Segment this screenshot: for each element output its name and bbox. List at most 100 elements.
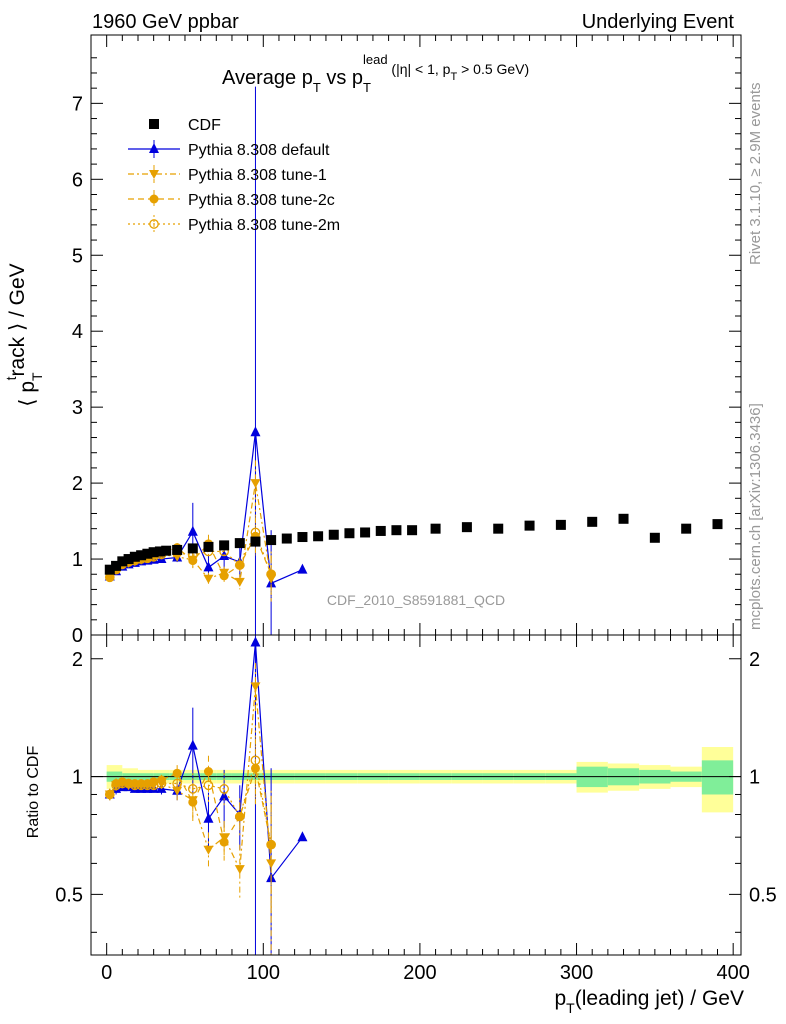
data-point [681, 523, 692, 534]
header-right: Underlying Event [582, 11, 735, 33]
data-point [203, 561, 214, 572]
ratio-tick-label-right: 1 [749, 767, 760, 789]
data-point [203, 574, 214, 584]
data-point [234, 560, 245, 570]
data-point [250, 536, 261, 547]
data-point [187, 543, 198, 554]
ratio-y-label: Ratio to CDF [25, 746, 42, 839]
y-axis-label: ⟨ pTtrack ⟩ / GeV [3, 263, 45, 406]
y-tick-label: 5 [72, 245, 83, 267]
legend-marker [149, 194, 159, 204]
ratio-point [266, 839, 276, 850]
legend-label: Pythia 8.308 tune-1 [188, 167, 327, 184]
ratio-point [219, 837, 229, 847]
ratio-band-stat [701, 760, 734, 795]
ratio-point [235, 812, 245, 822]
data-point [360, 527, 371, 538]
legend-marker [149, 219, 159, 229]
y-tick-label: 6 [72, 169, 83, 191]
ratio-plot-area [91, 635, 741, 955]
data-point [117, 556, 128, 567]
x-tick-label: 300 [560, 962, 593, 984]
data-point [430, 523, 441, 534]
series-ratio-4 [104, 725, 276, 925]
ratio-tick-label-right: 0.5 [749, 884, 777, 906]
ratio-point [130, 780, 140, 791]
data-point [391, 525, 402, 536]
legend-label: Pythia 8.308 default [188, 142, 330, 159]
legend-label: Pythia 8.308 tune-2c [188, 192, 335, 209]
ratio-tick-label: 1 [72, 767, 83, 789]
data-point [219, 540, 230, 551]
ratio-point [219, 790, 230, 801]
ratio-point [104, 789, 115, 800]
ratio-point [123, 778, 134, 789]
data-point [493, 523, 504, 534]
ratio-point [234, 811, 245, 822]
data-point [461, 522, 472, 533]
rivet-label: Rivet 3.1.10, ≥ 2.9M events [747, 83, 764, 266]
legend-label: CDF [188, 117, 221, 134]
header-left: 1960 GeV ppbar [92, 11, 239, 33]
ratio-point [250, 682, 261, 692]
x-tick-label: 0 [101, 962, 112, 984]
ratio-point [187, 739, 198, 750]
y-tick-label: 0 [72, 625, 83, 647]
series-ratio-3 [105, 738, 276, 913]
data-point [524, 520, 535, 531]
ratio-point [250, 636, 261, 647]
data-point [148, 547, 159, 558]
data-point [142, 548, 153, 559]
data-point [266, 535, 277, 546]
data-point [313, 531, 324, 542]
series-ratio-line [109, 760, 272, 845]
data-point [266, 569, 276, 580]
y-tick-label: 2 [72, 473, 83, 495]
ratio-tick-label: 2 [72, 649, 83, 671]
data-point [281, 533, 292, 544]
chart-title: Average pT vs pTlead (|η| < 1, pT > 0.5 … [222, 52, 529, 95]
series-line [109, 483, 272, 583]
ratio-point [172, 778, 182, 789]
ratio-point [187, 784, 198, 794]
ratio-point [117, 778, 128, 789]
series-cdf [104, 513, 723, 575]
mcplots-label: mcplots.cern.ch [arXiv:1306.3436] [747, 403, 764, 630]
y-tick-label: 3 [72, 397, 83, 419]
y-tick-label: 1 [72, 549, 83, 571]
data-point [587, 516, 598, 527]
data-point [297, 563, 308, 574]
x-tick-label: 100 [247, 962, 280, 984]
ratio-point [266, 859, 277, 869]
data-point [328, 529, 339, 540]
main-plot-area [104, 86, 723, 635]
x-tick-label: 400 [716, 962, 749, 984]
ratio-point [172, 768, 182, 778]
data-point [187, 525, 198, 536]
ratio-tick-label: 0.5 [55, 884, 83, 906]
data-point [154, 546, 165, 557]
data-point [136, 550, 147, 561]
data-point [266, 569, 276, 579]
ratio-point [142, 780, 153, 791]
ratio-point [266, 840, 276, 850]
data-point [407, 525, 418, 536]
ratio-panel: Ratio to CDF [25, 634, 742, 956]
data-point [104, 564, 115, 575]
ratio-point [203, 845, 214, 855]
data-point [234, 538, 245, 549]
ratio-point [219, 784, 229, 794]
ratio-frame [90, 634, 742, 956]
ratio-point [203, 780, 214, 791]
legend-marker [149, 143, 159, 153]
x-tick-label: 200 [403, 962, 436, 984]
data-point [111, 560, 122, 571]
ratio-point [136, 780, 146, 791]
data-point [172, 544, 183, 555]
ratio-point [188, 797, 198, 807]
legend-marker [149, 170, 159, 179]
x-axis-label: pT(leading jet) / GeV [554, 987, 744, 1016]
ratio-point [156, 778, 167, 789]
data-point [344, 528, 355, 539]
